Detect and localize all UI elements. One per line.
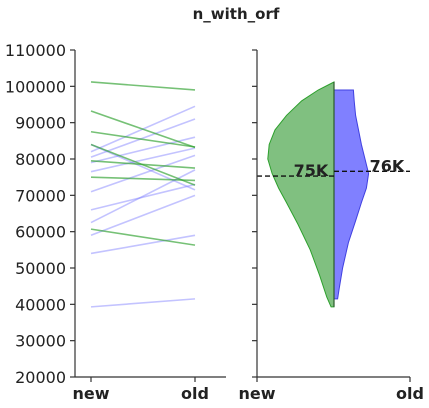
left-x-tick-label: old: [181, 384, 209, 403]
paired-line-blue: [90, 154, 196, 193]
paired-line-green: [90, 130, 196, 148]
left-y-tick-label: 100000: [5, 77, 66, 96]
right-x-ticks: new old: [238, 377, 424, 403]
right-x-tick-label: new: [238, 384, 275, 403]
paired-line-green: [90, 160, 196, 169]
paired-line-blue: [90, 147, 196, 173]
violin-panel: 75K 76K new old: [238, 49, 424, 403]
left-y-ticks: 20000 30000 40000 50000 60000 70000 80000 90000…: [5, 41, 75, 387]
violins: 75K 76K: [257, 81, 410, 308]
left-y-tick-label: 60000: [15, 223, 66, 242]
left-y-tick-label: 30000: [15, 332, 66, 351]
left-x-ticks: new old: [72, 377, 209, 403]
violin-new: [267, 81, 335, 308]
paired-line-blue: [90, 234, 196, 255]
paired-line-blue: [90, 298, 196, 308]
median-label-new: 75K: [294, 161, 329, 180]
paired-line-blue: [90, 194, 196, 237]
paired-line-blue: [90, 183, 196, 211]
left-y-tick-label: 110000: [5, 41, 66, 60]
paired-line-green: [90, 110, 196, 149]
right-y-ticks: [252, 49, 257, 378]
paired-line-panel: 20000 30000 40000 50000 60000 70000 80000 90000…: [5, 41, 226, 403]
left-y-tick-label: 90000: [15, 114, 66, 133]
paired-line-green: [90, 228, 196, 246]
violin-old: [333, 89, 370, 300]
left-y-tick-label: 20000: [15, 368, 66, 387]
right-x-tick-label: old: [396, 384, 424, 403]
paired-line-green: [90, 176, 196, 182]
paired-line-green: [90, 81, 196, 91]
left-y-tick-label: 80000: [15, 150, 66, 169]
median-label-old: 76K: [370, 156, 405, 175]
left-y-tick-label: 40000: [15, 295, 66, 314]
chart-title: n_with_orf: [193, 5, 280, 23]
left-y-tick-label: 50000: [15, 259, 66, 278]
paired-lines: [90, 81, 196, 308]
left-x-tick-label: new: [72, 384, 109, 403]
left-y-tick-label: 70000: [15, 186, 66, 205]
